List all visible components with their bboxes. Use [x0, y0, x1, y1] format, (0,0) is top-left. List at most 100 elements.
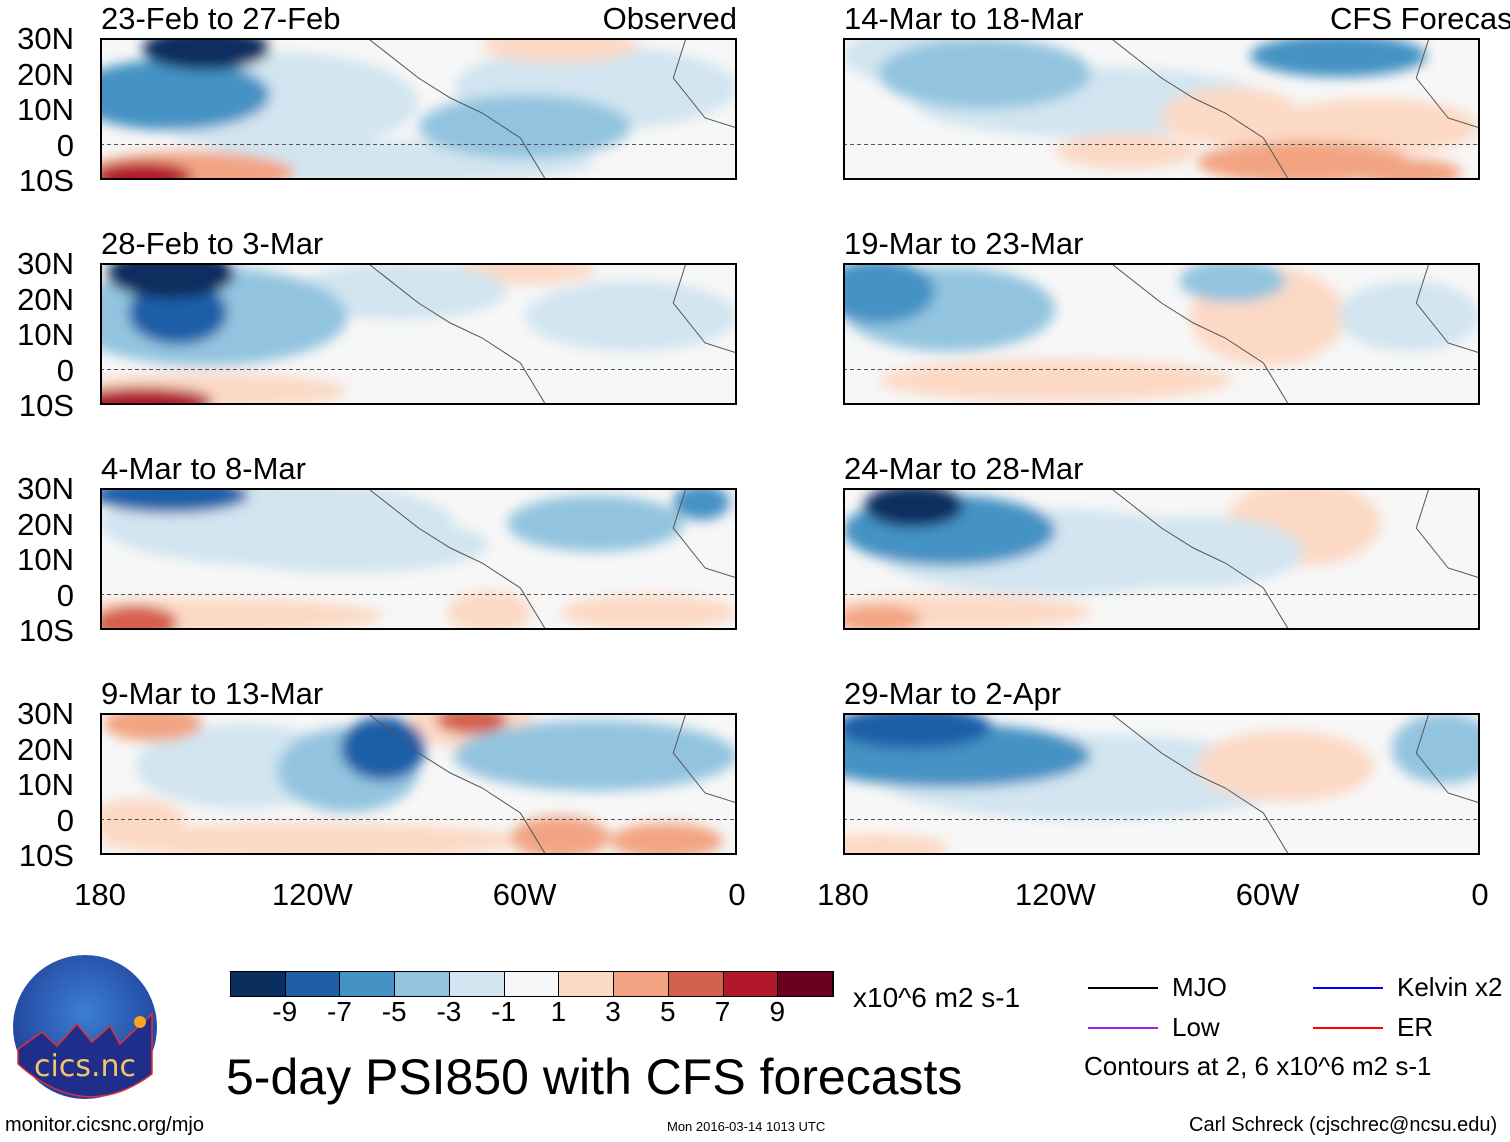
panel-title: 24-Mar to 28-Mar [844, 451, 1084, 486]
anomaly-region [1356, 158, 1463, 180]
footer-author: Carl Schreck (cjschrec@ncsu.edu) [1189, 1114, 1498, 1136]
lat-label: 20N [17, 56, 74, 92]
anomaly-region [560, 594, 737, 630]
anomaly-region [1161, 87, 1304, 145]
colorbar-swatch [285, 972, 341, 996]
colorbar-tick-label: 5 [660, 996, 676, 1027]
coastline [367, 713, 737, 855]
panel-title: 14-Mar to 18-Mar [844, 1, 1084, 36]
colorbar-tick-label: 7 [714, 996, 731, 1027]
anomaly-region [100, 823, 525, 855]
anomaly-region [418, 94, 631, 159]
anomaly-region [510, 815, 610, 855]
lat-label: 10S [18, 163, 74, 198]
panel-title: 19-Mar to 23-Mar [844, 226, 1084, 261]
anomaly-region [843, 833, 950, 855]
colorbar-tick-label: 1 [550, 996, 567, 1027]
lat-label: 10N [17, 92, 74, 127]
anomaly-region [1338, 280, 1480, 352]
colorbar-swatch [449, 972, 505, 996]
anomaly-region [673, 488, 730, 520]
lat-label: 0 [56, 127, 74, 163]
cics-logo: cics.nc [13, 955, 157, 1099]
anomaly-region [482, 38, 638, 63]
panel-title: 29-Mar to 2-Apr [844, 676, 1062, 711]
colorbar-tick-label: -9 [272, 996, 298, 1027]
coastline [1110, 488, 1480, 630]
legend-line-kelvin-x2 [1313, 987, 1383, 989]
panel-frame [100, 713, 737, 855]
lon-label: 60W [1235, 877, 1300, 912]
coastline [1110, 38, 1480, 180]
coastline [367, 263, 737, 405]
anomaly-region [340, 716, 426, 781]
panel-frame [843, 263, 1480, 405]
panel-title: 28-Feb to 3-Mar [101, 226, 324, 261]
lat-label: 10S [18, 388, 74, 423]
legend-label: ER [1397, 1012, 1434, 1042]
anomaly-region [436, 713, 507, 735]
legend-line-er [1313, 1027, 1383, 1029]
coastline [367, 38, 737, 180]
colorbar-swatch [395, 972, 450, 996]
column-label: CFS Forecast [1330, 1, 1510, 36]
lon-label: 120W [1014, 877, 1096, 912]
column-label: Observed [602, 1, 737, 36]
legend-label: Kelvin x2 [1397, 972, 1503, 1002]
anomaly-region [843, 713, 992, 749]
colorbar-tick-label: -5 [381, 996, 407, 1027]
colorbar-swatch [340, 972, 396, 996]
map-panel [843, 488, 1480, 630]
anomaly-region [1267, 98, 1480, 156]
anomaly-region [142, 38, 270, 70]
map-panel [100, 38, 737, 180]
anomaly-region [524, 280, 737, 352]
legend-label: MJO [1172, 972, 1227, 1002]
lat-label: 30N [17, 696, 74, 731]
colorbar-tick-label: -3 [436, 996, 462, 1027]
legend-label: Low [1172, 1012, 1220, 1042]
colorbar-tick-label: -1 [491, 996, 517, 1027]
lon-label: 60W [492, 877, 557, 912]
panel-frame [843, 713, 1480, 855]
panel-frame [100, 263, 737, 405]
lat-label: 20N [17, 281, 74, 317]
lat-label: 20N [17, 731, 74, 767]
lat-label: 10N [17, 317, 74, 352]
lat-label: 0 [56, 352, 74, 388]
panel-title: 4-Mar to 8-Mar [101, 451, 306, 486]
coastline [1110, 263, 1480, 405]
footer-url[interactable]: monitor.cicsnc.org/mjo [5, 1114, 204, 1136]
anomaly-region [1055, 133, 1197, 170]
anomaly-region [609, 823, 723, 855]
colorbar-tick-label: 3 [605, 996, 621, 1027]
anomaly-region [878, 38, 1091, 109]
colorbar-swatch [723, 972, 779, 996]
anomaly-region [100, 605, 178, 630]
lon-label: 180 [817, 877, 869, 912]
anomaly-region [453, 720, 737, 792]
panel-frame [843, 38, 1480, 180]
map-panel [843, 713, 1480, 855]
anomaly-region [100, 162, 192, 180]
panel-frame [100, 488, 737, 630]
anomaly-region [1090, 516, 1304, 588]
panel-frame [100, 38, 737, 180]
colorbar [230, 971, 834, 997]
anomaly-region [100, 488, 249, 513]
lat-label: 30N [17, 471, 74, 506]
map-panel [100, 488, 737, 630]
coastline [367, 488, 737, 630]
colorbar-swatch [559, 972, 615, 996]
colorbar-swatch [614, 972, 669, 996]
anomaly-region [100, 387, 214, 405]
lat-label: 30N [17, 246, 74, 281]
lon-label: 0 [728, 877, 746, 912]
anomaly-region [1391, 713, 1480, 784]
anomaly-region [446, 590, 532, 630]
anomaly-region [843, 605, 921, 630]
anomaly-region [1179, 263, 1286, 303]
lat-label: 0 [56, 577, 74, 613]
lon-label: 0 [1471, 877, 1489, 912]
anomaly-region [1196, 140, 1410, 180]
